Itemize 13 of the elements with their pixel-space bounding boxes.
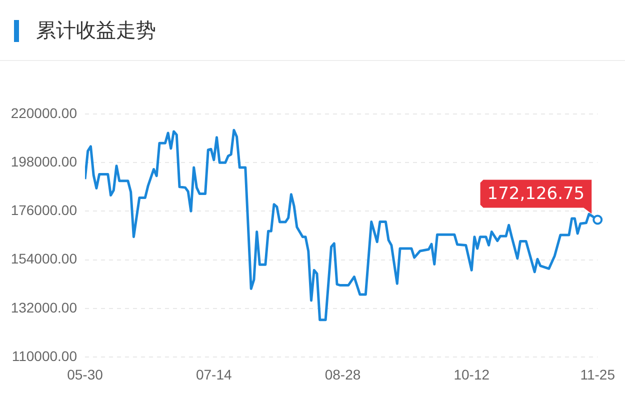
y-tick-label: 154000.00 [10,250,78,267]
x-tick-label: 11-25 [580,366,616,382]
y-tick-label: 220000.00 [10,104,78,121]
y-tick-label: 132000.00 [10,299,78,316]
chart-title: 累计收益走势 [36,17,156,44]
y-tick-label: 198000.00 [10,153,78,170]
x-tick-label: 07-14 [196,366,232,382]
y-tick-label: 110000.00 [12,348,78,364]
x-tick-label: 10-12 [454,366,490,382]
x-tick-label: 08-28 [324,366,361,382]
x-tick-label: 05-30 [67,366,104,382]
annotation: 172,126.75 [487,184,585,204]
y-tick-label: 176000.00 [10,202,78,218]
